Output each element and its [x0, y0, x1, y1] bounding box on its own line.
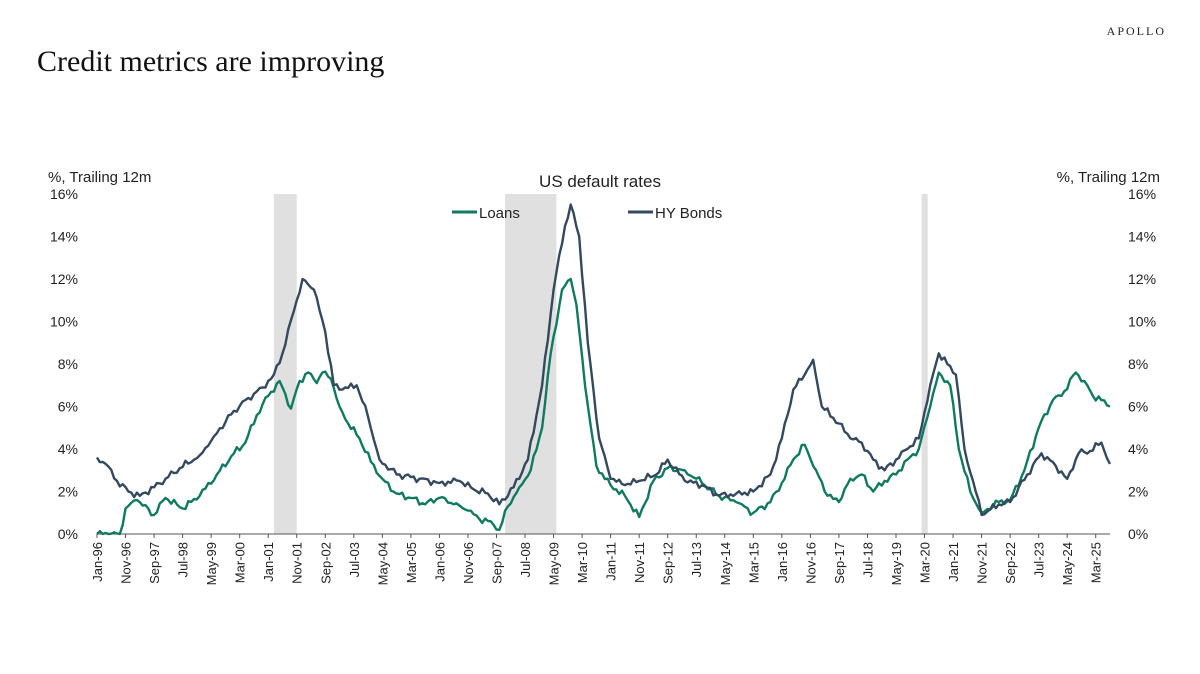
x-tick-label: Mar-05	[404, 542, 419, 583]
x-tick-label: May-14	[718, 542, 733, 585]
y-tick-right: 12%	[1128, 271, 1156, 287]
x-tick-label: Sep-22	[1003, 542, 1018, 584]
x-tick-label: Sep-97	[147, 542, 162, 584]
x-tick-label: Mar-15	[746, 542, 761, 583]
page-title: Credit metrics are improving	[37, 45, 385, 78]
x-tick-label: Jan-06	[432, 542, 447, 582]
y-tick-right: 4%	[1128, 441, 1148, 457]
x-tick-label: Nov-96	[119, 542, 134, 584]
recession-shading	[273, 194, 928, 534]
y-tick-right: 2%	[1128, 484, 1148, 500]
x-tick-label: Sep-12	[661, 542, 676, 584]
legend-label: HY Bonds	[655, 205, 722, 222]
y-tick-left: 8%	[58, 356, 78, 372]
x-tick-label: Jan-16	[775, 542, 790, 582]
brand-logo-text: APOLLO	[1106, 24, 1166, 38]
x-tick-label: May-24	[1060, 542, 1075, 585]
y-tick-right: 10%	[1128, 314, 1156, 330]
series-line-hy-bonds	[95, 203, 1112, 517]
x-tick-label: Mar-10	[575, 542, 590, 583]
y-tick-right: 6%	[1128, 399, 1148, 415]
right-axis-label: %, Trailing 12m	[1057, 169, 1160, 186]
x-tick-label: Jan-11	[604, 542, 619, 581]
x-tick-label: Jul-08	[518, 542, 533, 577]
x-tick-label: Nov-16	[803, 542, 818, 584]
x-tick-label: Jul-18	[860, 542, 875, 577]
x-tick-label: Mar-00	[233, 542, 248, 583]
x-tick-label: Jul-23	[1032, 542, 1047, 577]
recession-band-0	[273, 194, 297, 534]
x-tick-label: May-09	[547, 542, 562, 585]
x-tick-label: Sep-02	[318, 542, 333, 584]
x-tick-label: May-99	[204, 542, 219, 585]
y-tick-left: 0%	[58, 526, 78, 542]
x-tick-label: Nov-11	[632, 542, 647, 583]
y-tick-left: 14%	[50, 229, 78, 245]
x-tick-label: Mar-20	[918, 542, 933, 583]
y-tick-right: 16%	[1128, 186, 1156, 202]
x-tick-label: May-19	[889, 542, 904, 585]
x-tick-label: Mar-25	[1089, 542, 1104, 583]
x-tick-label: Nov-21	[975, 542, 990, 584]
y-tick-right: 14%	[1128, 229, 1156, 245]
x-tick-label: Jan-96	[90, 542, 105, 582]
recession-band-2	[921, 194, 928, 534]
x-tick-label: Jul-13	[689, 542, 704, 577]
y-tick-left: 10%	[50, 314, 78, 330]
chart-legend: Loans HY Bonds	[452, 205, 722, 222]
x-tick-label: Sep-07	[489, 542, 504, 584]
y-tick-left: 6%	[58, 399, 78, 415]
y-tick-left: 2%	[58, 484, 78, 500]
y-tick-left: 4%	[58, 441, 78, 457]
y-tick-right: 0%	[1128, 526, 1148, 542]
x-tick-label: Nov-01	[290, 542, 305, 584]
legend-label: Loans	[479, 205, 520, 222]
x-tick-label: Jan-01	[261, 542, 276, 582]
left-axis-label: %, Trailing 12m	[48, 169, 151, 186]
y-tick-right: 8%	[1128, 356, 1148, 372]
y-tick-left: 16%	[50, 186, 78, 202]
x-tick-label: May-04	[375, 542, 390, 585]
y-tick-left: 12%	[50, 271, 78, 287]
series-lines	[95, 203, 1112, 536]
x-tick-label: Nov-06	[461, 542, 476, 584]
chart-title: US default rates	[539, 172, 661, 191]
recession-band-1	[505, 194, 557, 534]
x-tick-label: Jul-98	[176, 542, 191, 577]
x-tick-label: Jan-21	[946, 542, 961, 582]
chart-axes: 0% 0% 2% 2% 4% 4% 6% 6% 8% 8% 10% 10% 12% 12% 14% 14% 16…	[50, 186, 1156, 585]
series-line-loans	[96, 277, 1111, 536]
x-tick-label: Sep-17	[832, 542, 847, 584]
x-tick-label: Jul-03	[347, 542, 362, 577]
